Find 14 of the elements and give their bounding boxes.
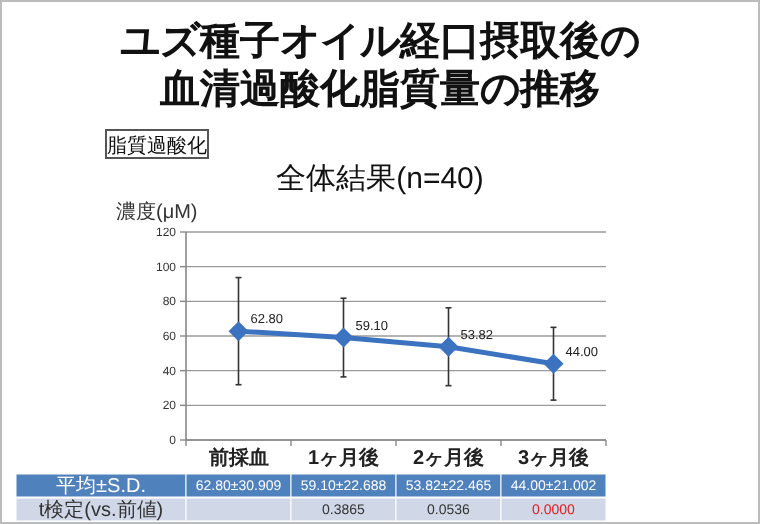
x-tick-label: 3ヶ月後 bbox=[517, 446, 590, 470]
point bbox=[543, 353, 564, 374]
x-tick-label: 前採血 bbox=[206, 446, 269, 470]
y-axis-title: 濃度(μM) bbox=[116, 200, 198, 224]
chart-title: ユズ種子オイル経口摂取後の血清過酸化脂質量の推移 bbox=[120, 20, 640, 112]
point bbox=[228, 321, 249, 342]
text: 平均±S.D. bbox=[56, 474, 146, 498]
text: 脂質過酸化 bbox=[107, 134, 207, 158]
point bbox=[438, 336, 459, 357]
chart-subtitle: 全体結果(n=40) bbox=[276, 162, 484, 196]
text: t検定(vs.前値) bbox=[38, 498, 164, 522]
x-tick-label: 1ヶ月後 bbox=[307, 446, 380, 470]
point bbox=[333, 327, 354, 348]
x-tick-label: 2ヶ月後 bbox=[412, 446, 485, 470]
